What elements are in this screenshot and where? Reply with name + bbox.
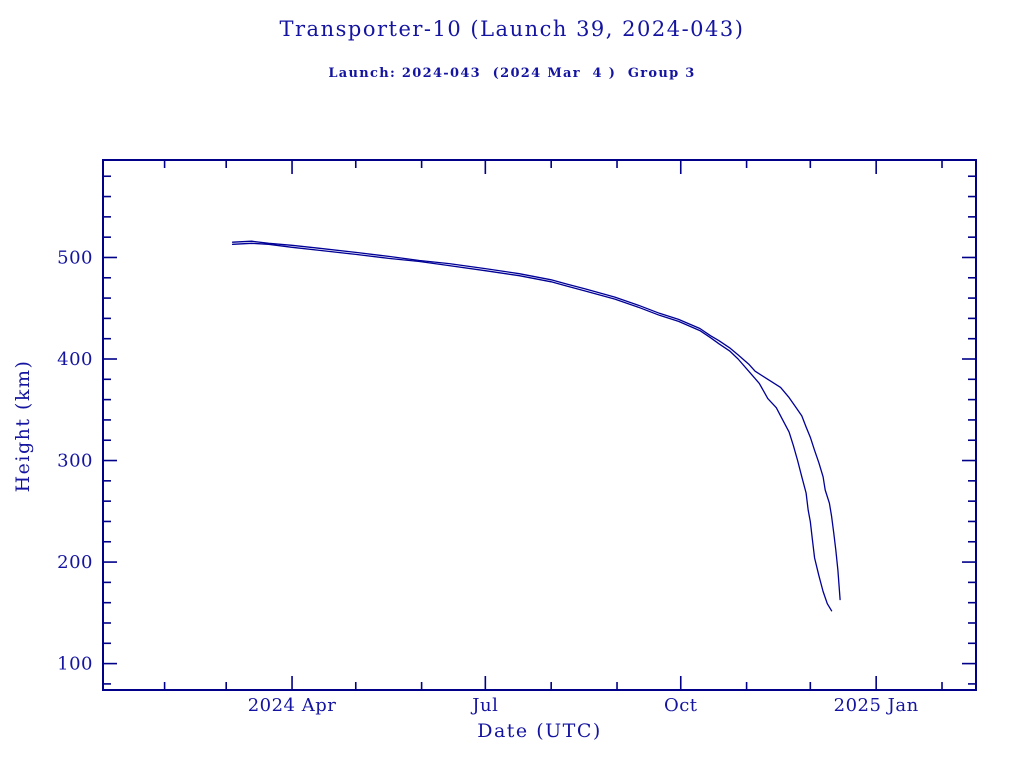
chart-subtitle: Launch: 2024-043 (2024 Mar 4 ) Group 3 [328,66,696,81]
y-tick-label: 300 [57,451,93,472]
series-perigee-height-line [231,242,833,612]
series-apogee-height-line [231,240,841,601]
chart-title: Transporter-10 (Launch 39, 2024-043) [279,17,745,41]
x-tick-label: 2025 Jan [834,695,919,716]
y-tick-label: 200 [57,552,93,573]
y-tick-label: 400 [57,349,93,370]
x-tick-label: Oct [664,695,698,716]
x-tick-label: 2024 Apr [248,695,337,716]
y-axis-label: Height (km) [12,359,34,493]
x-axis-label: Date (UTC) [477,720,602,742]
y-tick-label: 100 [57,654,93,675]
x-tick-label: Jul [470,695,498,716]
y-tick-label: 500 [57,247,93,268]
plot-frame [102,159,977,691]
